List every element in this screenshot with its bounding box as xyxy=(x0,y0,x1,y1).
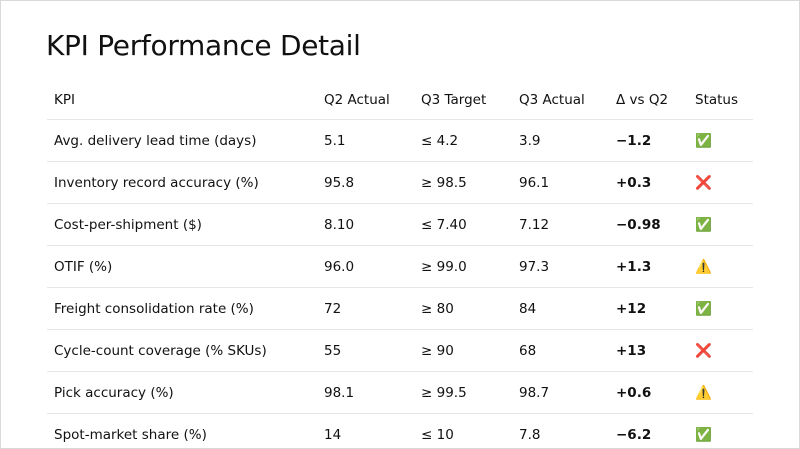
slide-title: KPI Performance Detail xyxy=(46,29,361,62)
status: ✅ xyxy=(688,203,753,246)
q2-actual: 96.0 xyxy=(317,245,414,288)
kpi-name: Freight consolidation rate (%) xyxy=(47,287,317,330)
table-row: Inventory record accuracy (%) 95.8 ≥ 98.5 9… xyxy=(47,161,753,204)
column-header: Δ vs Q2 xyxy=(609,81,688,120)
column-header: Status xyxy=(688,81,753,120)
column-header: Q3 Actual xyxy=(512,81,609,120)
q2-actual: 55 xyxy=(317,329,414,372)
delta: +12 xyxy=(609,287,688,330)
q3-target: ≥ 80 xyxy=(414,287,512,330)
q3-actual: 97.3 xyxy=(512,245,609,288)
kpi-name: Cycle-count coverage (% SKUs) xyxy=(47,329,317,372)
q3-target: ≤ 10 xyxy=(414,413,512,448)
status: ❌ xyxy=(688,329,753,372)
kpi-name: Spot-market share (%) xyxy=(47,413,317,448)
kpi-name: OTIF (%) xyxy=(47,245,317,288)
table-row: Cost-per-shipment ($) 8.10 ≤ 7.40 7.12 −0.98… xyxy=(47,203,753,246)
q3-target: ≥ 99.5 xyxy=(414,371,512,414)
table-row: Freight consolidation rate (%) 72 ≥ 80 84 +1… xyxy=(47,287,753,330)
kpi-table: KPI Q2 Actual Q3 Target Q3 Actual Δ vs Q2 Sta… xyxy=(47,81,753,448)
q3-actual: 7.8 xyxy=(512,413,609,448)
q3-target: ≤ 4.2 xyxy=(414,119,512,162)
status: ⚠️ xyxy=(688,371,753,414)
kpi-name: Cost-per-shipment ($) xyxy=(47,203,317,246)
delta: +0.3 xyxy=(609,161,688,204)
table-row: Cycle-count coverage (% SKUs) 55 ≥ 90 68 +13… xyxy=(47,329,753,372)
table-row: Pick accuracy (%) 98.1 ≥ 99.5 98.7 +0.6 ⚠️ xyxy=(47,371,753,414)
table-row: Spot-market share (%) 14 ≤ 10 7.8 −6.2 ✅ xyxy=(47,413,753,448)
delta: +13 xyxy=(609,329,688,372)
delta: +1.3 xyxy=(609,245,688,288)
kpi-name: Avg. delivery lead time (days) xyxy=(47,119,317,162)
column-header: Q2 Actual xyxy=(317,81,414,120)
table-body: Avg. delivery lead time (days) 5.1 ≤ 4.2 3.… xyxy=(47,119,753,448)
status: ✅ xyxy=(688,287,753,330)
q3-actual: 68 xyxy=(512,329,609,372)
q3-actual: 84 xyxy=(512,287,609,330)
status: ⚠️ xyxy=(688,245,753,288)
q3-target: ≤ 7.40 xyxy=(414,203,512,246)
delta: −0.98 xyxy=(609,203,688,246)
kpi-name: Pick accuracy (%) xyxy=(47,371,317,414)
q2-actual: 14 xyxy=(317,413,414,448)
q3-actual: 98.7 xyxy=(512,371,609,414)
table-row: OTIF (%) 96.0 ≥ 99.0 97.3 +1.3 ⚠️ xyxy=(47,245,753,288)
status: ✅ xyxy=(688,413,753,448)
q3-target: ≥ 90 xyxy=(414,329,512,372)
q2-actual: 8.10 xyxy=(317,203,414,246)
q3-actual: 7.12 xyxy=(512,203,609,246)
q3-actual: 96.1 xyxy=(512,161,609,204)
header-row: KPI Q2 Actual Q3 Target Q3 Actual Δ vs Q2 Sta… xyxy=(47,81,753,120)
column-header: Q3 Target xyxy=(414,81,512,120)
table-row: Avg. delivery lead time (days) 5.1 ≤ 4.2 3.… xyxy=(47,119,753,162)
delta: −6.2 xyxy=(609,413,688,448)
q3-target: ≥ 98.5 xyxy=(414,161,512,204)
column-header: KPI xyxy=(47,81,317,120)
q2-actual: 98.1 xyxy=(317,371,414,414)
delta: −1.2 xyxy=(609,119,688,162)
status: ✅ xyxy=(688,119,753,162)
delta: +0.6 xyxy=(609,371,688,414)
q2-actual: 72 xyxy=(317,287,414,330)
status: ❌ xyxy=(688,161,753,204)
kpi-name: Inventory record accuracy (%) xyxy=(47,161,317,204)
q3-actual: 3.9 xyxy=(512,119,609,162)
q3-target: ≥ 99.0 xyxy=(414,245,512,288)
q2-actual: 95.8 xyxy=(317,161,414,204)
q2-actual: 5.1 xyxy=(317,119,414,162)
